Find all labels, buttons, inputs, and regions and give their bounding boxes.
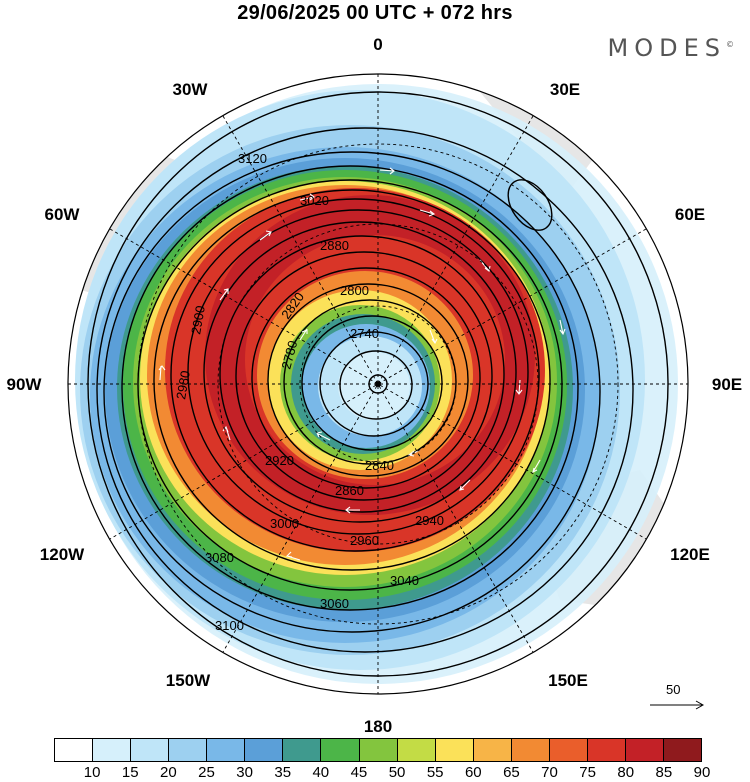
colorbar-cell (587, 739, 626, 761)
wind-speed-field (68, 74, 688, 694)
contour-label: 3120 (238, 151, 267, 166)
contour-label: 3080 (205, 550, 234, 565)
colorbar-cell (131, 739, 170, 761)
contour-label: 2780 (278, 339, 300, 371)
colorbar-cell (245, 739, 284, 761)
colorbar-cell (511, 739, 550, 761)
reference-arrow-icon (650, 700, 705, 710)
colorbar-cell (473, 739, 512, 761)
colorbar-cell (664, 739, 702, 761)
contour-label: 3100 (215, 618, 244, 633)
colorbar-cell (169, 739, 208, 761)
reference-vector: 50 (648, 682, 708, 712)
colorbar-cell (207, 739, 246, 761)
colorbar-cell (625, 739, 664, 761)
lon-label-0: 0 (373, 35, 382, 54)
colorbar-tick-label: 70 (541, 764, 558, 781)
contour-label: 3000 (270, 516, 299, 531)
lon-label-180: 180 (364, 717, 392, 735)
colorbar-cell (435, 739, 474, 761)
colorbar-labels: 10 15 20 25 30 35 40 45 50 55 60 65 70 75 80 85 90 (54, 764, 711, 782)
map-boundary (67, 73, 689, 695)
colorbar-tick-label: 80 (617, 764, 635, 781)
colorbar-tick-label: 75 (579, 764, 596, 781)
lon-label-90e: 90E (712, 375, 742, 394)
map-title: 29/06/2025 00 UTC + 072 hrs (237, 2, 513, 24)
lon-label-60e: 60E (675, 205, 705, 224)
lon-label-60w: 60W (45, 205, 81, 224)
contour-labels: 2740 2780 2800 2820 2840 2860 2880 2900 … (173, 151, 444, 633)
colorbar-tick-label: 60 (464, 764, 482, 781)
lon-label-30w: 30W (173, 80, 209, 99)
lon-label-30e: 30E (550, 80, 580, 99)
lon-label-120w: 120W (40, 545, 85, 564)
contour-label: 2960 (350, 533, 379, 548)
colorbar-cell (549, 739, 588, 761)
pole-marker (375, 381, 381, 387)
contour-label: 2740 (350, 326, 379, 341)
graticule (68, 74, 688, 694)
contour-label: 2900 (188, 304, 208, 335)
longitude-labels: 0 30E 60E 90E 120E 150E 180 150W 120W 90… (7, 35, 743, 735)
lon-label-150e: 150E (548, 671, 588, 690)
contour-label: 2860 (335, 483, 364, 498)
lon-label-150w: 150W (166, 671, 211, 690)
contour-label: 2940 (415, 513, 444, 528)
colorbar-cell (359, 739, 398, 761)
colorbar-cell (397, 739, 436, 761)
contour-label: 2800 (340, 283, 369, 298)
wind-vectors (158, 167, 566, 561)
colorbar-cell (93, 739, 132, 761)
colorbar-tick-label: 55 (426, 764, 444, 781)
contour-label: 2920 (265, 453, 294, 468)
lon-label-90w: 90W (7, 375, 43, 394)
colorbar-tick-label: 65 (503, 764, 520, 781)
reference-vector-label: 50 (666, 682, 681, 697)
colorbar-tick-label: 35 (274, 764, 292, 781)
colorbar-tick-label: 85 (655, 764, 673, 781)
colorbar-tick-label: 90 (693, 764, 711, 781)
lon-label-120e: 120E (670, 545, 710, 564)
colorbar-cell (55, 739, 94, 761)
contour-label: 2980 (173, 369, 193, 400)
colorbar-cell (283, 739, 322, 761)
colorbar-tick-label: 40 (312, 764, 330, 781)
colorbar-tick-label: 15 (121, 764, 139, 781)
colorbar-tick-label: 20 (160, 764, 177, 781)
brand-logo: MODES© (607, 34, 734, 62)
colorbar-tick-label: 50 (388, 764, 406, 781)
colorbar (54, 738, 702, 762)
colorbar-tick-label: 10 (83, 764, 101, 781)
contour-label: 3040 (390, 573, 419, 588)
contour-label: 2880 (320, 238, 349, 253)
colorbar-tick-label: 25 (198, 764, 215, 781)
contour-label: 3060 (320, 596, 349, 611)
colorbar-tick-label: 30 (236, 764, 253, 781)
contour-label: 3020 (300, 193, 329, 208)
contour-label: 2840 (365, 458, 394, 473)
polar-map: 2740 2780 2800 2820 2840 2860 2880 2900 … (7, 35, 743, 735)
colorbar-tick-label: 45 (350, 764, 368, 781)
colorbar-cell (321, 739, 360, 761)
